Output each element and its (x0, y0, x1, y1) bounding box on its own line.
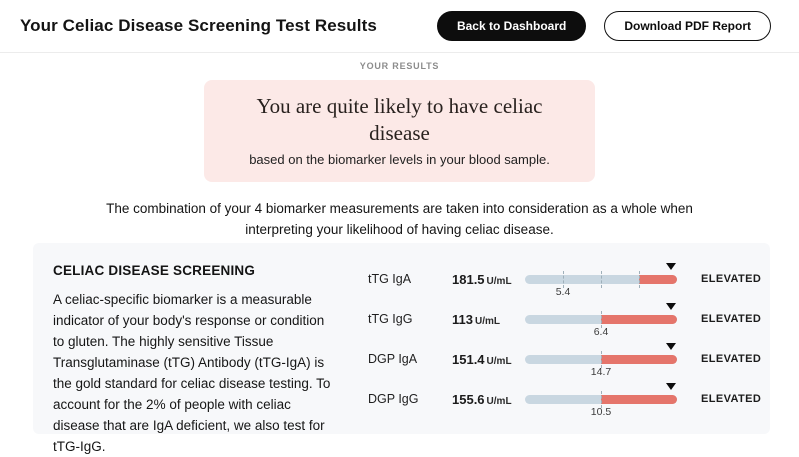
biomarker-bar-elevated-zone (601, 355, 677, 364)
biomarker-unit: U/mL (486, 395, 512, 407)
biomarker-value: 181.5 U/mL (452, 272, 525, 287)
biomarker-value-number: 155.6 (452, 391, 485, 407)
range-tick (601, 311, 602, 328)
biomarker-bar: 6.4 (525, 299, 677, 339)
verdict-subtitle: based on the biomarker levels in your bl… (249, 151, 550, 167)
biomarker-bar: 5.4 (525, 259, 677, 299)
screening-card-title: CELIAC DISEASE SCREENING (53, 263, 256, 278)
biomarker-name: tTG IgG (368, 312, 413, 326)
status-badge: ELEVATED (701, 353, 762, 365)
biomarker-bar: 10.5 (525, 379, 677, 419)
biomarker-bar-track (525, 311, 677, 328)
biomarker-unit: U/mL (474, 315, 500, 327)
screening-description-panel: CELIAC DISEASE SCREENING A celiac-specif… (53, 257, 333, 457)
threshold-label: 14.7 (590, 366, 612, 378)
header-actions: Back to Dashboard Download PDF Report (436, 11, 771, 41)
biomarker-row-ttg-iga: tTG IgA 181.5 U/mL 5.4 ELEVATED (368, 259, 761, 299)
biomarker-value-number: 181.5 (452, 271, 485, 287)
page-title: Your Celiac Disease Screening Test Resul… (20, 16, 377, 35)
result-marker-icon (665, 303, 676, 310)
biomarker-row-ttg-igg: tTG IgG 113 U/mL 6.4 ELEVATED (368, 299, 761, 339)
biomarker-results-panel: tTG IgA 181.5 U/mL 5.4 ELEVATED tTG IgG 1… (368, 257, 761, 457)
range-tick (639, 271, 640, 288)
range-tick (601, 391, 602, 408)
biomarker-value: 155.6 U/mL (452, 392, 525, 407)
result-marker-icon (665, 343, 676, 350)
result-marker-icon (665, 383, 676, 390)
your-results-label: YOUR RESULTS (359, 61, 440, 71)
biomarker-value-number: 113 (452, 311, 473, 327)
biomarker-bar-track (525, 351, 677, 368)
status-badge: ELEVATED (701, 273, 762, 285)
download-pdf-report-button[interactable]: Download PDF Report (604, 11, 771, 41)
back-to-dashboard-button[interactable]: Back to Dashboard (436, 11, 587, 41)
verdict-box: You are quite likely to have celiac dise… (204, 80, 595, 182)
verdict-title: You are quite likely to have celiac dise… (256, 94, 543, 145)
range-tick (601, 351, 602, 368)
biomarker-name: DGP IgA (368, 352, 418, 366)
biomarker-bar-elevated-zone (601, 395, 677, 404)
biomarker-name: DGP IgG (368, 392, 419, 406)
range-tick (563, 271, 564, 288)
biomarker-bar-elevated-zone (639, 275, 677, 284)
biomarker-bar: 14.7 (525, 339, 677, 379)
threshold-label: 5.4 (555, 286, 571, 298)
biomarker-bar-track (525, 391, 677, 408)
range-tick (601, 271, 602, 288)
biomarker-row-dgp-igg: DGP IgG 155.6 U/mL 10.5 ELEVATED (368, 379, 761, 419)
biomarker-value: 151.4 U/mL (452, 352, 525, 367)
biomarker-value: 113 U/mL (452, 312, 525, 327)
interpretation-text: The combination of your 4 biomarker meas… (106, 200, 693, 237)
status-badge: ELEVATED (701, 313, 762, 325)
page-header: Your Celiac Disease Screening Test Resul… (0, 0, 799, 53)
threshold-label: 6.4 (593, 326, 609, 338)
screening-card-description: A celiac-specific biomarker is a measura… (53, 292, 331, 455)
biomarker-bar-track (525, 271, 677, 288)
biomarker-bar-elevated-zone (601, 315, 677, 324)
celiac-screening-card: CELIAC DISEASE SCREENING A celiac-specif… (33, 243, 770, 454)
biomarker-row-dgp-iga: DGP IgA 151.4 U/mL 14.7 ELEVATED (368, 339, 761, 379)
threshold-label: 10.5 (590, 406, 612, 418)
biomarker-name: tTG IgA (368, 272, 412, 286)
biomarker-unit: U/mL (486, 355, 512, 367)
result-marker-icon (665, 263, 676, 270)
status-badge: ELEVATED (701, 393, 762, 405)
biomarker-value-number: 151.4 (452, 351, 485, 367)
biomarker-unit: U/mL (486, 275, 512, 287)
